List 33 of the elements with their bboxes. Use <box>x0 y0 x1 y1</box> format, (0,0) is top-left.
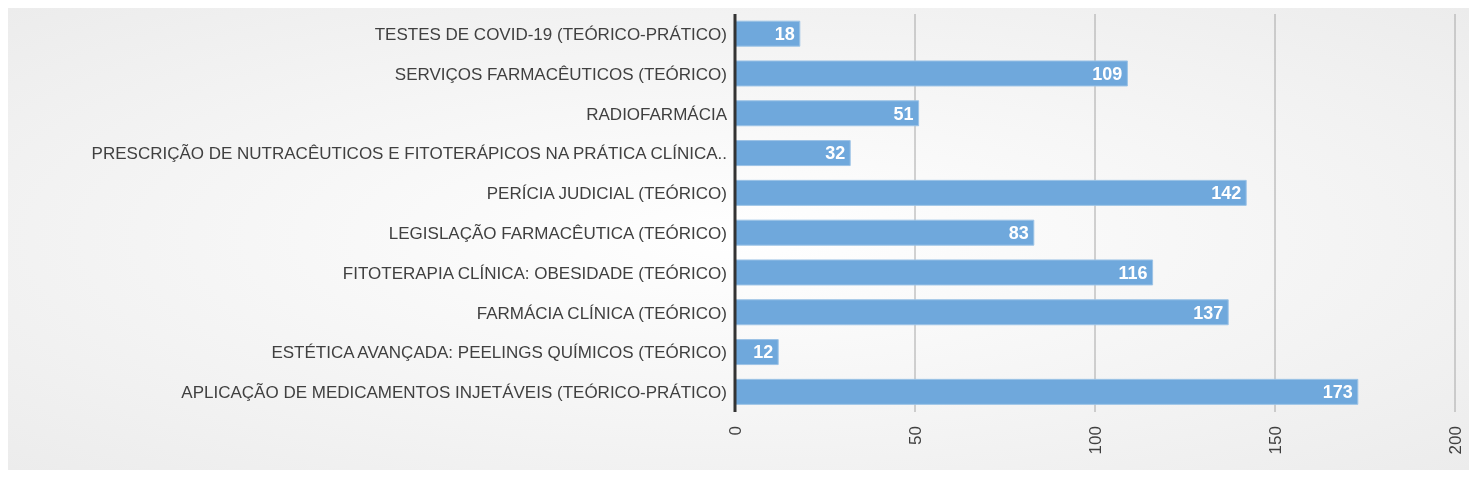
data-label: 32 <box>825 143 846 164</box>
bar <box>735 299 1229 326</box>
y-tick-label: APLICAÇÃO DE MEDICAMENTOS INJETÁVEIS (TEÓRICO-PRÁTICO) <box>181 383 727 403</box>
bar <box>735 100 920 127</box>
bar <box>735 60 1128 87</box>
x-tick-label: 0 <box>725 426 745 436</box>
y-tick-label: ESTÉTICA AVANÇADA: PEELINGS QUÍMICOS (TEÓRICO) <box>271 343 727 363</box>
data-label: 109 <box>1092 63 1123 84</box>
data-label: 116 <box>1118 262 1148 283</box>
bar <box>735 179 1247 206</box>
y-tick-label: RADIOFARMÁCIA <box>586 104 728 124</box>
x-tick-label: 200 <box>1445 426 1465 455</box>
y-tick-label: SERVIÇOS FARMACÊUTICOS (TEÓRICO) <box>394 64 727 84</box>
y-tick-label: FITOTERAPIA CLÍNICA: OBESIDADE (TEÓRICO) <box>342 263 727 283</box>
y-tick-label: PERÍCIA JUDICIAL (TEÓRICO) <box>486 184 727 204</box>
y-tick-label: TESTES DE COVID-19 (TEÓRICO-PRÁTICO) <box>374 24 727 44</box>
y-tick-label: FARMÁCIA CLÍNICA (TEÓRICO) <box>476 303 727 323</box>
data-label: 83 <box>1008 223 1029 244</box>
x-tick-label: 150 <box>1265 426 1285 455</box>
bar <box>735 219 1035 246</box>
y-tick-label: LEGISLAÇÃO FARMACÊUTICA (TEÓRICO) <box>388 223 727 243</box>
data-label: 173 <box>1322 382 1353 403</box>
bar <box>735 259 1154 286</box>
bar <box>735 378 1359 405</box>
data-label: 142 <box>1211 183 1242 204</box>
data-label: 51 <box>893 103 914 124</box>
data-label: 137 <box>1193 302 1224 323</box>
y-tick-label: PRESCRIÇÃO DE NUTRACÊUTICOS E FITOTERÁPICOS NA PRÁTICA CLÍNICA.. <box>91 144 727 164</box>
x-tick-label: 100 <box>1085 426 1105 455</box>
bar <box>735 140 851 167</box>
x-tick-label: 50 <box>905 426 925 445</box>
data-label: 12 <box>753 342 774 363</box>
data-label: 18 <box>774 24 795 45</box>
